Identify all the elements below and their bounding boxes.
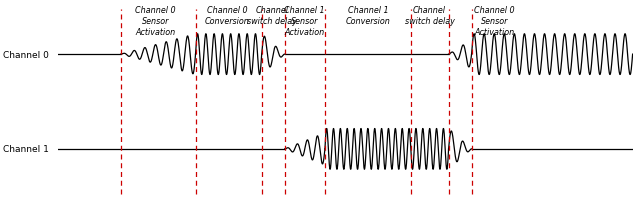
- Text: Channel 0
Sensor
Activation: Channel 0 Sensor Activation: [135, 6, 176, 37]
- Text: Channel
switch delay: Channel switch delay: [247, 6, 297, 26]
- Text: Channel 1: Channel 1: [3, 145, 49, 154]
- Text: Channel 1
Sensor
Activation: Channel 1 Sensor Activation: [284, 6, 325, 37]
- Text: Channel
switch delay: Channel switch delay: [404, 6, 454, 26]
- Text: Channel 0
Sensor
Activation: Channel 0 Sensor Activation: [474, 6, 515, 37]
- Text: Channel 0
Conversion: Channel 0 Conversion: [204, 6, 250, 26]
- Text: Channel 0: Channel 0: [3, 50, 49, 59]
- Text: Channel 1
Conversion: Channel 1 Conversion: [346, 6, 390, 26]
